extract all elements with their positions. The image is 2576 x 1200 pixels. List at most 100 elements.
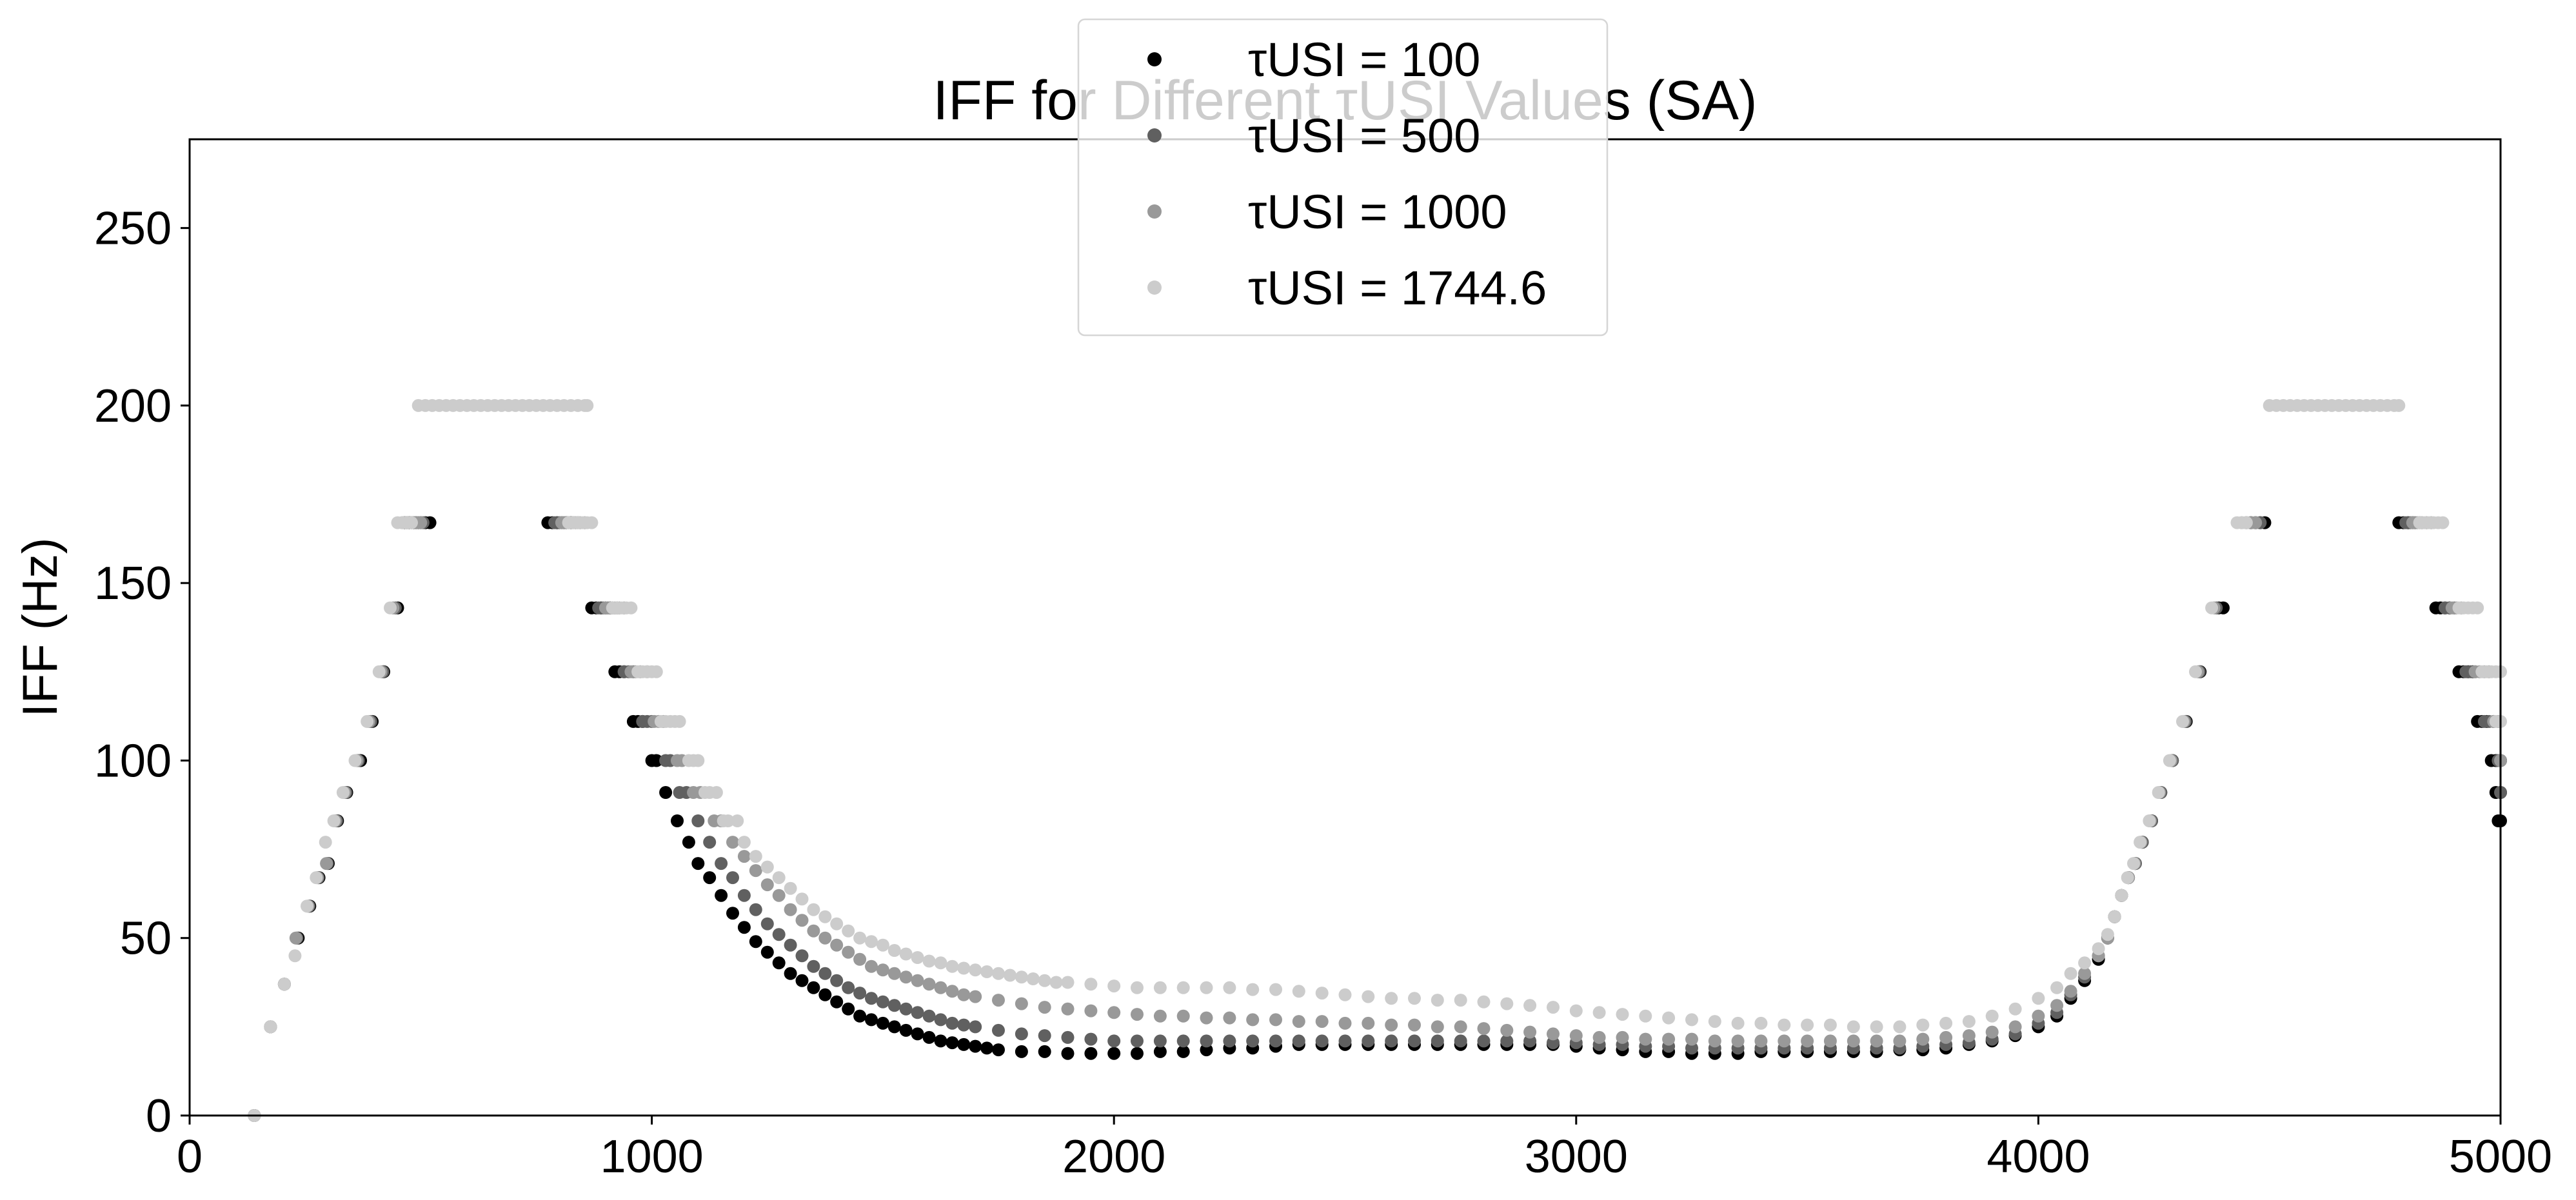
data-point (1662, 1011, 1676, 1025)
legend-frame (1077, 18, 1609, 337)
data-point (1592, 1006, 1606, 1019)
data-point (946, 1016, 959, 1030)
data-point (887, 944, 901, 957)
data-point (772, 956, 786, 970)
data-point (2092, 942, 2105, 956)
data-point (1038, 1001, 1051, 1014)
y-tick-label: 250 (94, 203, 172, 255)
data-point (709, 786, 723, 799)
data-point (807, 959, 820, 973)
data-point (876, 963, 889, 977)
data-point (691, 857, 705, 870)
data-point (807, 981, 820, 994)
data-point (715, 857, 728, 870)
data-point (1015, 1045, 1028, 1058)
data-point (1939, 1030, 1953, 1044)
data-point (2108, 910, 2121, 923)
data-point (957, 1018, 971, 1032)
data-point (795, 949, 809, 963)
data-point (288, 949, 302, 963)
data-point (911, 1027, 924, 1041)
data-point (760, 878, 774, 892)
data-point (911, 974, 924, 987)
data-point (1084, 978, 1098, 991)
data-point (934, 1013, 947, 1027)
data-point (726, 871, 739, 885)
legend-items: τUSI = 100 τUSI = 500 τUSI = 1000 τUSI = 17… (1147, 33, 1547, 315)
data-point (703, 871, 717, 885)
data-point (2050, 981, 2064, 994)
data-point (1084, 1032, 1098, 1046)
data-point (1107, 979, 1121, 993)
data-point (934, 1034, 947, 1048)
series-1 (248, 516, 2507, 1122)
data-point (1985, 1025, 1999, 1039)
data-point (1547, 1001, 1560, 1014)
data-point (1385, 1018, 1398, 1032)
data-point (1131, 1008, 1144, 1021)
data-point (1893, 1020, 1907, 1034)
x-tick-label: 4000 (1986, 1131, 2090, 1183)
data-point (1153, 981, 1167, 994)
data-point (1685, 1041, 1698, 1055)
data-point (1038, 1029, 1051, 1043)
data-point (1315, 1015, 1329, 1028)
data-point (289, 931, 302, 945)
data-point (2064, 967, 2077, 980)
data-point (691, 814, 705, 827)
data-point (1662, 1032, 1676, 1046)
data-point (414, 516, 428, 529)
data-point (1754, 1034, 1768, 1048)
data-point (1200, 1034, 1213, 1048)
data-point (1778, 1018, 1791, 1032)
data-point (1939, 1016, 1953, 1030)
data-point (876, 995, 889, 1008)
data-point (1454, 1020, 1467, 1034)
data-point (749, 903, 762, 916)
x-tick-label: 2000 (1062, 1131, 1165, 1183)
data-point (1246, 1034, 1260, 1048)
data-point (405, 516, 418, 529)
data-point (1962, 1015, 1976, 1028)
data-point (2249, 516, 2263, 529)
data-point (715, 889, 728, 902)
data-point (649, 754, 663, 767)
data-point (1870, 1034, 1883, 1048)
data-point (1246, 983, 1260, 996)
data-point (2176, 714, 2189, 728)
data-point (1408, 1034, 1421, 1048)
x-tick-label: 1000 (600, 1131, 704, 1183)
data-point (1569, 1029, 1583, 1043)
data-point (772, 889, 786, 902)
data-point (1338, 1016, 1352, 1030)
data-point (946, 1036, 959, 1050)
data-point (1362, 990, 1375, 1003)
data-point (671, 814, 684, 827)
y-tick-label: 100 (94, 735, 172, 787)
data-point (1061, 1047, 1075, 1060)
data-point (1500, 1034, 1514, 1048)
data-point (277, 978, 291, 991)
data-point (1223, 1011, 1236, 1025)
data-point (1823, 1034, 1837, 1048)
legend-label: τUSI = 1744.6 (1248, 261, 1547, 315)
data-point (1026, 972, 1040, 985)
data-point (2115, 889, 2128, 902)
data-point (1362, 1016, 1375, 1030)
data-point (1176, 1034, 1190, 1048)
legend-marker (1147, 280, 1162, 295)
data-point (749, 935, 762, 949)
data-point (1454, 1034, 1467, 1048)
data-point (795, 974, 809, 987)
legend-label: τUSI = 1000 (1248, 185, 1507, 239)
data-point (865, 935, 878, 949)
data-point (1916, 1032, 1930, 1046)
data-point (818, 988, 832, 1001)
data-point (1477, 1034, 1491, 1048)
data-point (1500, 1023, 1514, 1037)
data-point (1778, 1034, 1791, 1048)
x-tick-label: 0 (177, 1131, 203, 1183)
data-point (1616, 1008, 1629, 1021)
data-point (384, 601, 397, 615)
data-point (2032, 992, 2045, 1005)
